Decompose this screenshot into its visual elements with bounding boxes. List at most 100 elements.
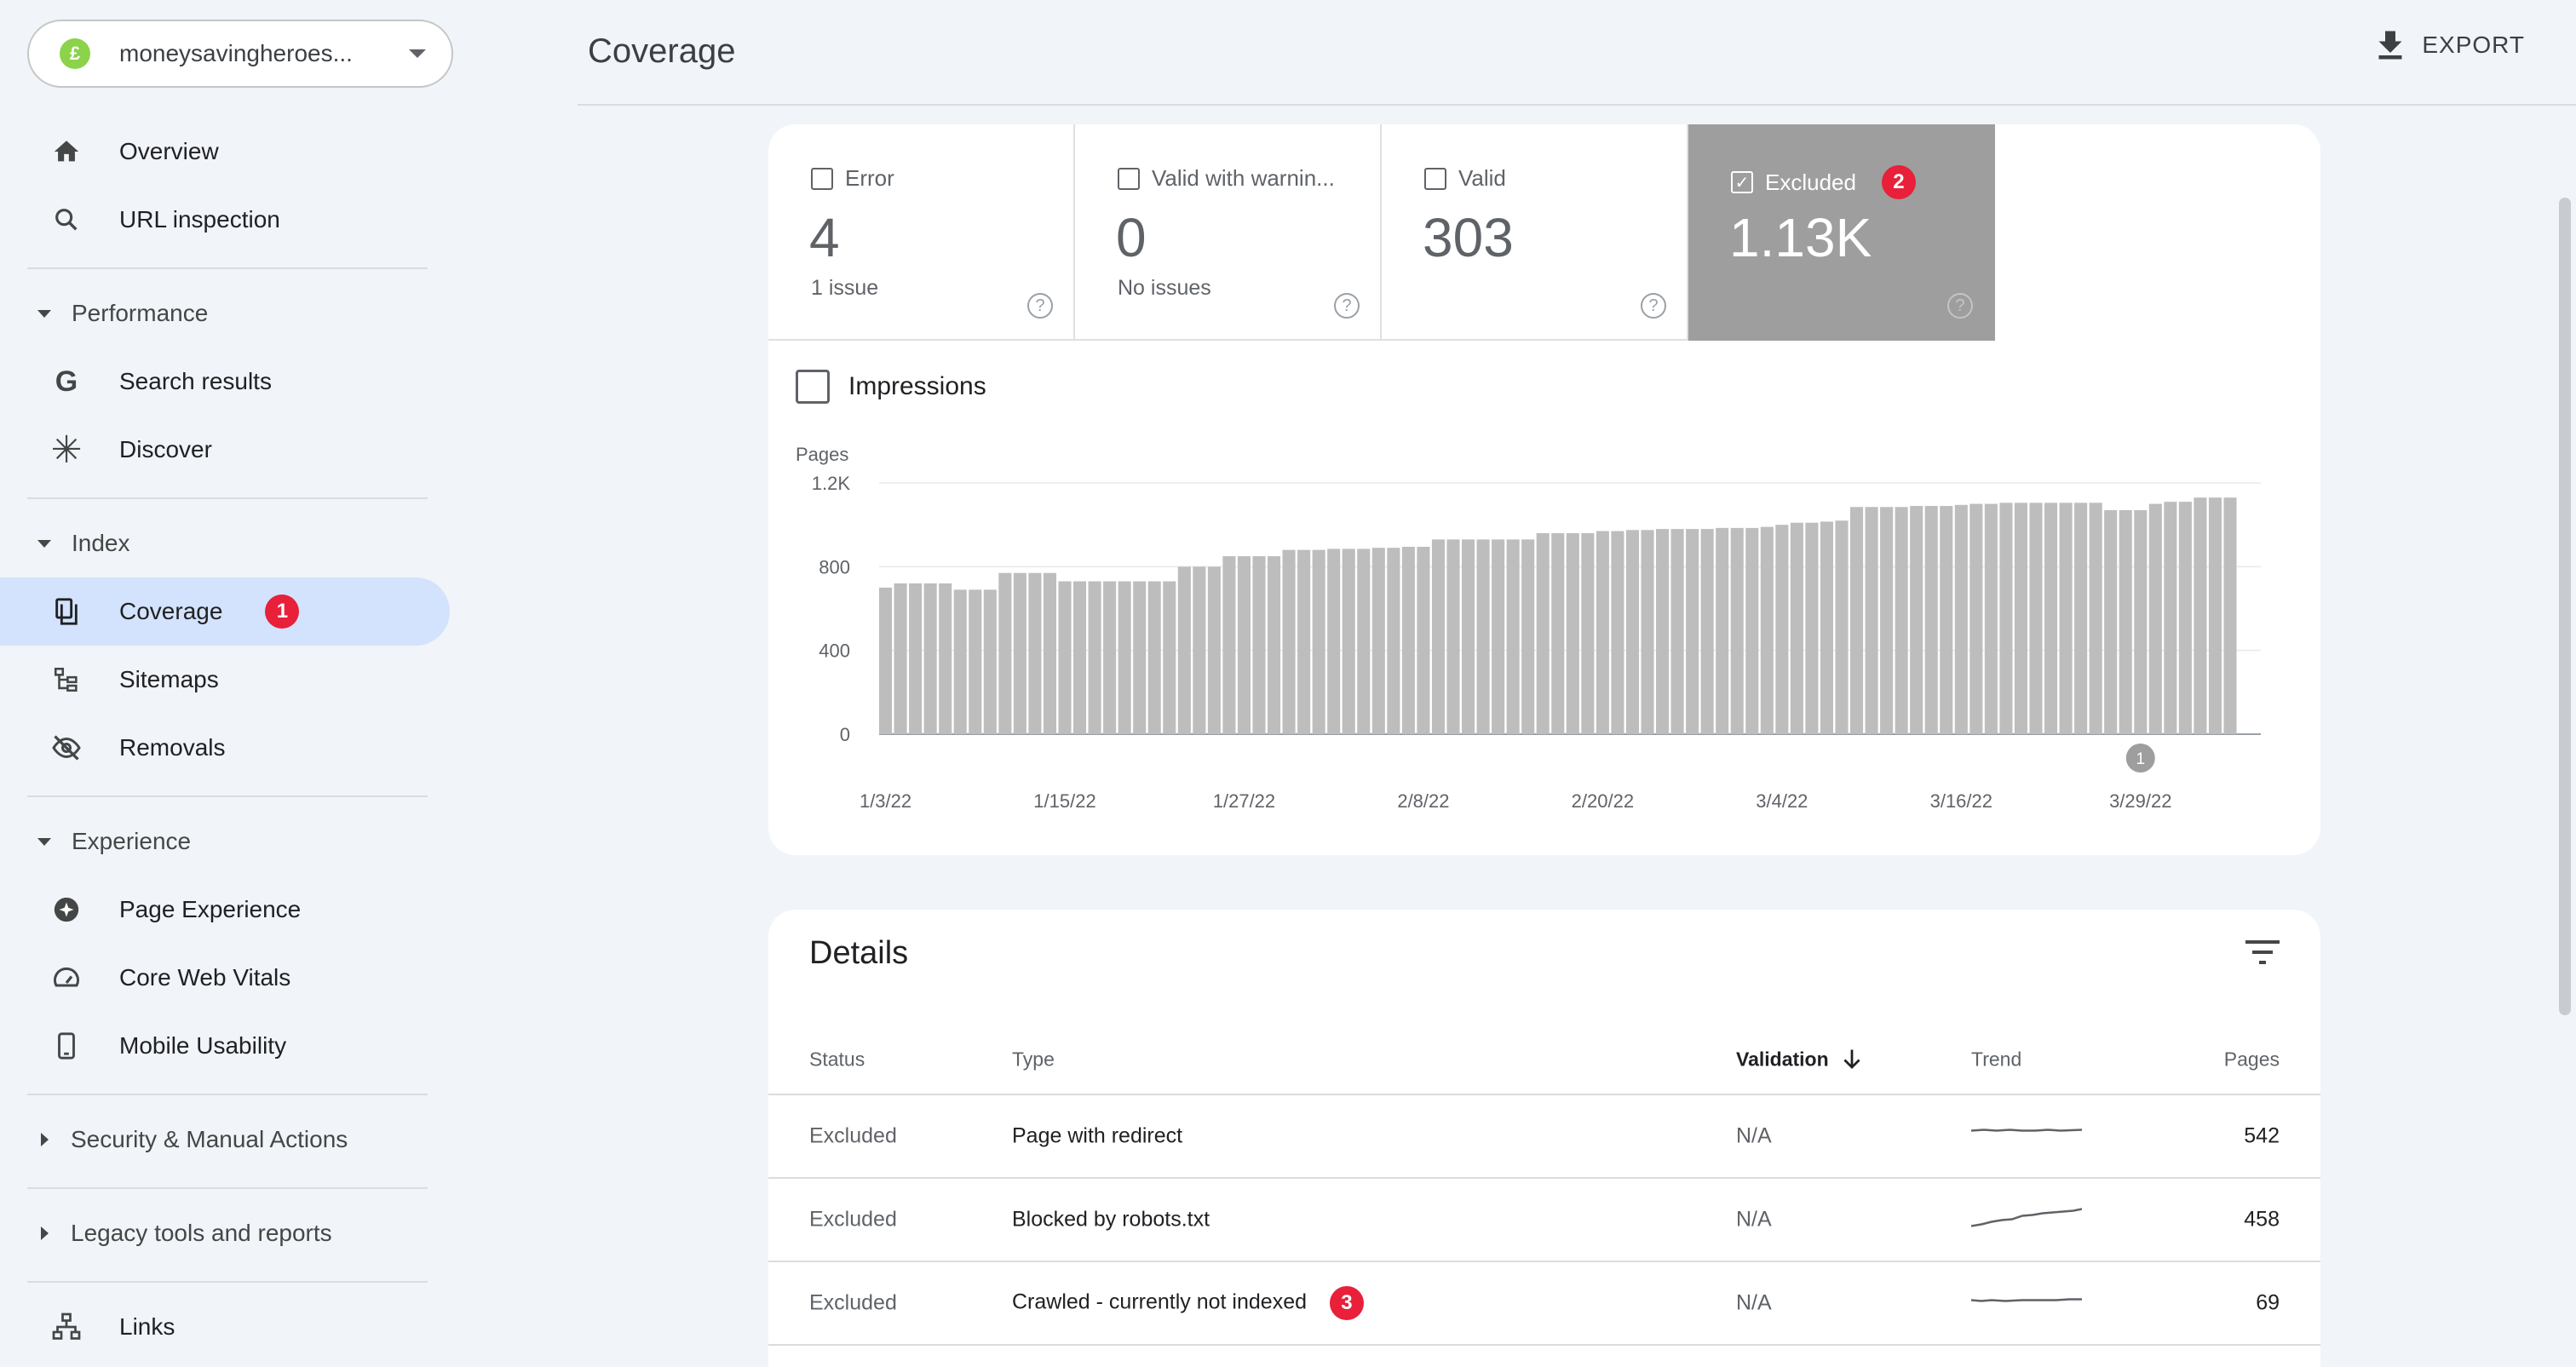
sidebar-item-label: Coverage — [119, 598, 223, 624]
tile-valid-with-warnings[interactable]: Valid with warnin... 0 No issues ? — [1075, 124, 1382, 341]
impressions-toggle[interactable]: Impressions — [796, 370, 986, 404]
x-tick-label: 2/20/22 — [1572, 790, 1634, 812]
checkbox[interactable] — [1424, 167, 1446, 190]
chart-bar — [1536, 533, 1550, 734]
help-icon[interactable]: ? — [1027, 293, 1053, 319]
chart-bar — [2089, 503, 2102, 734]
sidebar: £ moneysavingheroes... Overview URL insp… — [0, 0, 578, 1367]
sidebar-item-label: Sitemaps — [119, 666, 219, 692]
x-tick-label: 3/29/22 — [2109, 790, 2171, 812]
chart-bar — [1401, 546, 1415, 734]
sidebar-item-page-experience[interactable]: Page Experience — [27, 876, 450, 944]
column-header-pages[interactable]: Pages — [2223, 1048, 2280, 1071]
column-header-trend[interactable]: Trend — [1971, 1048, 2022, 1071]
tile-value: 4 — [809, 207, 840, 268]
cell-status: Excluded — [809, 1123, 897, 1148]
column-header-validation[interactable]: Validation — [1736, 1048, 1861, 1071]
scrollbar-thumb[interactable] — [2559, 198, 2571, 1015]
chart-bar — [1312, 549, 1325, 734]
help-icon[interactable]: ? — [1334, 293, 1360, 319]
checkbox[interactable] — [811, 167, 833, 190]
section-index[interactable]: Index — [27, 520, 428, 567]
section-label: Experience — [72, 828, 192, 854]
section-security[interactable]: Security & Manual Actions — [27, 1116, 428, 1163]
chart-bar — [1969, 503, 1983, 734]
sidebar-item-search-results[interactable]: G Search results — [27, 347, 450, 416]
chart-bar — [1686, 529, 1699, 734]
collapse-arrow-icon — [37, 539, 51, 548]
sidebar-item-mobile-usability[interactable]: Mobile Usability — [27, 1012, 450, 1080]
column-header-type[interactable]: Type — [1012, 1048, 1055, 1071]
chart-bar — [1730, 527, 1744, 734]
expand-arrow-icon — [41, 1133, 49, 1146]
help-icon[interactable]: ? — [1947, 293, 1973, 319]
sidebar-item-sitemaps[interactable]: Sitemaps — [27, 646, 450, 714]
impressions-label: Impressions — [848, 372, 986, 400]
checkbox-checked[interactable]: ✓ — [1731, 171, 1753, 193]
annotation-badge: 3 — [1329, 1286, 1364, 1320]
table-row[interactable]: Excluded Blocked by robots.txt N/A 458 — [768, 1179, 2320, 1262]
sidebar-item-core-web-vitals[interactable]: Core Web Vitals — [27, 944, 450, 1012]
google-g-icon: G — [55, 365, 78, 398]
checkbox[interactable] — [796, 370, 830, 404]
cell-validation: N/A — [1736, 1123, 1772, 1148]
chart-bar — [1895, 507, 1908, 734]
tile-excluded[interactable]: ✓ Excluded 2 1.13K ? — [1688, 124, 1995, 341]
section-experience[interactable]: Experience — [27, 818, 428, 865]
checkbox[interactable] — [1118, 167, 1140, 190]
table-row[interactable]: Excluded Crawled - currently not indexed… — [768, 1262, 2320, 1346]
filter-icon[interactable] — [2245, 939, 2280, 970]
cell-trend-sparkline — [1970, 1290, 2082, 1317]
sidebar-item-discover[interactable]: ✳ Discover — [27, 416, 450, 484]
export-button[interactable]: EXPORT — [2378, 31, 2525, 60]
y-axis-title: Pages — [796, 444, 848, 465]
chart-bar — [1566, 533, 1579, 734]
table-row[interactable]: Excluded Page with redirect N/A 542 — [768, 1095, 2320, 1179]
chart-bar — [1327, 549, 1341, 734]
column-header-status[interactable]: Status — [809, 1048, 865, 1071]
help-icon[interactable]: ? — [1641, 293, 1666, 319]
chart-bar — [939, 583, 952, 734]
sidebar-item-coverage[interactable]: Coverage 1 — [0, 577, 450, 646]
sidebar-item-url-inspection[interactable]: URL inspection — [27, 186, 450, 254]
sidebar-item-overview[interactable]: Overview — [27, 118, 450, 186]
home-icon — [49, 135, 83, 169]
section-performance[interactable]: Performance — [27, 290, 428, 337]
y-tick-label: 0 — [840, 724, 850, 745]
download-icon — [2378, 31, 2402, 60]
tile-label: Valid — [1458, 165, 1506, 191]
tile-subtext: 1 issue — [811, 276, 879, 300]
chart-bar — [1252, 556, 1266, 734]
coverage-chart: Pages 0 400 800 1.2K 1/3/22 1/15/22 1/27/22 2/8/… — [768, 431, 2320, 855]
sidebar-item-label: Links — [119, 1313, 175, 1340]
y-tick-label: 1.2K — [812, 473, 851, 494]
chart-bar — [1058, 581, 1072, 734]
cell-type: Blocked by robots.txt — [1012, 1207, 1210, 1232]
column-header-label: Validation — [1736, 1048, 1829, 1071]
chart-bar — [2178, 502, 2192, 734]
chart-bar — [1865, 507, 1878, 734]
sidebar-item-links[interactable]: Links — [27, 1293, 450, 1361]
chart-bar — [2148, 503, 2162, 734]
x-tick-label: 1/27/22 — [1213, 790, 1275, 812]
chart-bar — [1028, 572, 1042, 734]
chart-bar — [1924, 506, 1938, 734]
chart-bar — [1103, 581, 1117, 734]
chart-bar — [1462, 539, 1475, 734]
chart-bar — [2059, 503, 2073, 734]
section-legacy[interactable]: Legacy tools and reports — [27, 1209, 428, 1257]
sidebar-item-removals[interactable]: Removals — [27, 714, 450, 782]
property-name: moneysavingheroes... — [119, 40, 353, 66]
cell-status: Excluded — [809, 1290, 897, 1315]
chart-bar — [1133, 581, 1147, 734]
divider — [27, 1187, 428, 1189]
sidebar-item-label: Discover — [119, 436, 212, 462]
property-selector[interactable]: £ moneysavingheroes... — [27, 20, 453, 88]
chart-bar — [1357, 549, 1371, 734]
tile-valid[interactable]: Valid 303 ? — [1382, 124, 1688, 341]
chart-bar — [2014, 503, 2028, 734]
chart-bar — [1193, 566, 1206, 734]
tile-error[interactable]: Error 4 1 issue ? — [768, 124, 1075, 341]
y-tick-label: 400 — [819, 640, 850, 662]
copy-pages-icon — [49, 594, 83, 629]
